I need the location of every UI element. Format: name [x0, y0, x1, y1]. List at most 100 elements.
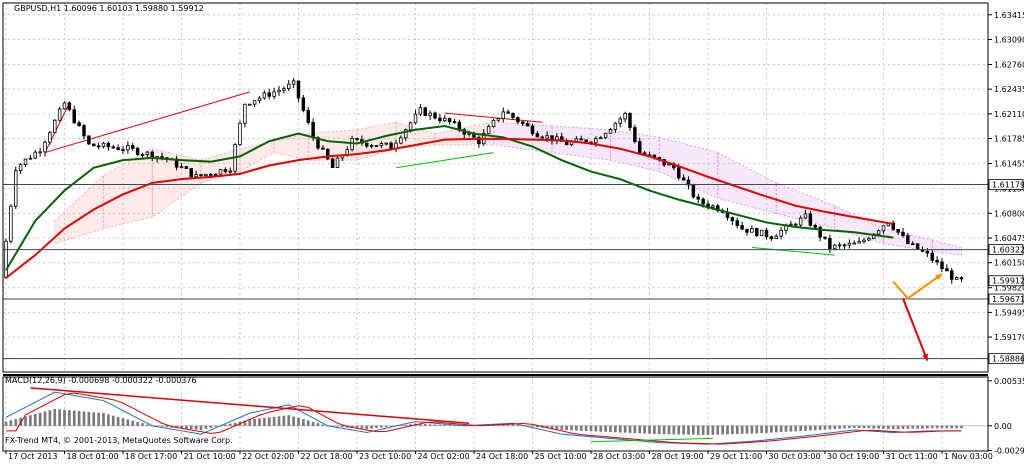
macd-histogram-bar [667, 425, 671, 435]
bull-candle [613, 122, 618, 130]
bear-candle [189, 168, 193, 178]
time-tick-label: 22 Oct 18:00 [301, 452, 353, 461]
bull-candle [867, 238, 871, 241]
bull-candle [28, 157, 33, 160]
bear-candle [842, 244, 847, 247]
macd-histogram-bar [565, 425, 568, 431]
macd-histogram-bar [721, 425, 724, 435]
price-tick-label: 1.62435 [994, 85, 1024, 94]
macd-histogram-bar [180, 425, 183, 429]
bull-candle [57, 108, 62, 121]
macd-histogram-bar [185, 425, 188, 429]
bear-candle [301, 97, 306, 111]
macd-histogram-bar [818, 425, 822, 430]
macd-histogram-bar [501, 424, 505, 426]
macd-histogram-bar [887, 425, 890, 429]
bull-candle [262, 92, 267, 99]
macd-histogram-bar [53, 408, 57, 426]
trend-line [444, 112, 543, 123]
bull-candle [667, 163, 671, 166]
bear-candle [106, 142, 111, 148]
macd-histogram-bar [72, 410, 76, 426]
price-tick-label: 1.63415 [994, 11, 1024, 20]
macd-histogram-bar [165, 425, 169, 428]
bull-candle [218, 169, 223, 175]
macd-histogram-bar [940, 425, 944, 429]
macd-histogram-bar [579, 425, 583, 431]
bear-candle [823, 236, 827, 239]
macd-histogram-bar [599, 425, 603, 432]
macd-histogram-bar [536, 425, 539, 428]
macd-histogram-bar [906, 425, 910, 429]
bull-candle [179, 166, 184, 169]
price-tick-label: 1.62110 [994, 110, 1024, 119]
macd-histogram-bar [838, 425, 841, 429]
bear-candle [184, 166, 189, 169]
macd-histogram-bar [604, 425, 607, 432]
macd-histogram-bar [409, 424, 412, 426]
bear-candle [681, 177, 686, 181]
bull-candle [486, 126, 491, 134]
macd-histogram-bar [102, 413, 105, 426]
macd-histogram-bar [740, 425, 744, 434]
bear-candle [121, 149, 125, 152]
macd-histogram-bar [911, 425, 915, 429]
bear-candle [516, 117, 520, 123]
macd-histogram-bar [628, 425, 632, 433]
macd-histogram-bar [901, 425, 905, 429]
bull-candle [501, 111, 505, 120]
bear-candle [111, 146, 115, 149]
macd-histogram-bar [852, 425, 856, 428]
macd-histogram-bar [731, 425, 734, 435]
macd-histogram-bar [765, 425, 768, 433]
bear-candle [691, 184, 696, 198]
bull-candle [335, 157, 340, 168]
macd-histogram-bar [843, 425, 846, 429]
macd-histogram-bar [175, 425, 178, 428]
macd-histogram-bar [306, 420, 310, 426]
cloud-segment [54, 174, 104, 245]
bear-candle [628, 113, 632, 128]
bull-candle [847, 242, 852, 246]
bull-candle [759, 229, 764, 236]
macd-histogram-bar [891, 425, 895, 430]
time-tick-label: 23 Oct 10:00 [359, 452, 411, 461]
bear-candle [423, 107, 427, 116]
price-tag-box [988, 179, 1024, 190]
macd-histogram-bar [121, 418, 125, 426]
bear-candle [896, 228, 900, 233]
macd-histogram-bar [146, 424, 149, 426]
price-tick-label: 1.59170 [994, 333, 1024, 342]
bear-candle [677, 167, 681, 179]
bear-candle [82, 125, 86, 137]
bear-candle [915, 243, 920, 250]
macd-histogram-bar [77, 411, 81, 426]
bear-candle [935, 259, 939, 263]
macd-histogram-bar [618, 425, 622, 433]
bear-candle [160, 156, 164, 159]
macd-histogram-bar [545, 425, 549, 429]
macd-histogram-bar [926, 425, 929, 429]
bull-candle [9, 205, 13, 242]
macd-histogram-bar [38, 412, 42, 426]
bear-candle [925, 250, 930, 254]
macd-tick-label: 0.005353 [994, 377, 1024, 386]
price-tick-label: 1.61455 [994, 160, 1024, 169]
time-tick-label: 18 Oct 01:00 [67, 452, 119, 461]
macd-histogram-bar [804, 425, 807, 431]
macd-histogram-bar [92, 412, 96, 426]
bull-candle [881, 225, 886, 232]
macd-histogram-bar [506, 424, 510, 426]
macd-histogram-bar [116, 416, 120, 426]
macd-histogram-bar [248, 419, 252, 426]
bull-candle [38, 151, 42, 154]
macd-histogram-bar [82, 411, 86, 426]
cloud-segment [307, 129, 358, 161]
macd-histogram-bar [228, 423, 232, 426]
macd-histogram-bar [443, 424, 447, 426]
macd-histogram-bar [389, 425, 393, 427]
bull-candle [852, 242, 856, 245]
macd-histogram-bar [726, 425, 729, 435]
macd-histogram-bar [68, 410, 71, 426]
